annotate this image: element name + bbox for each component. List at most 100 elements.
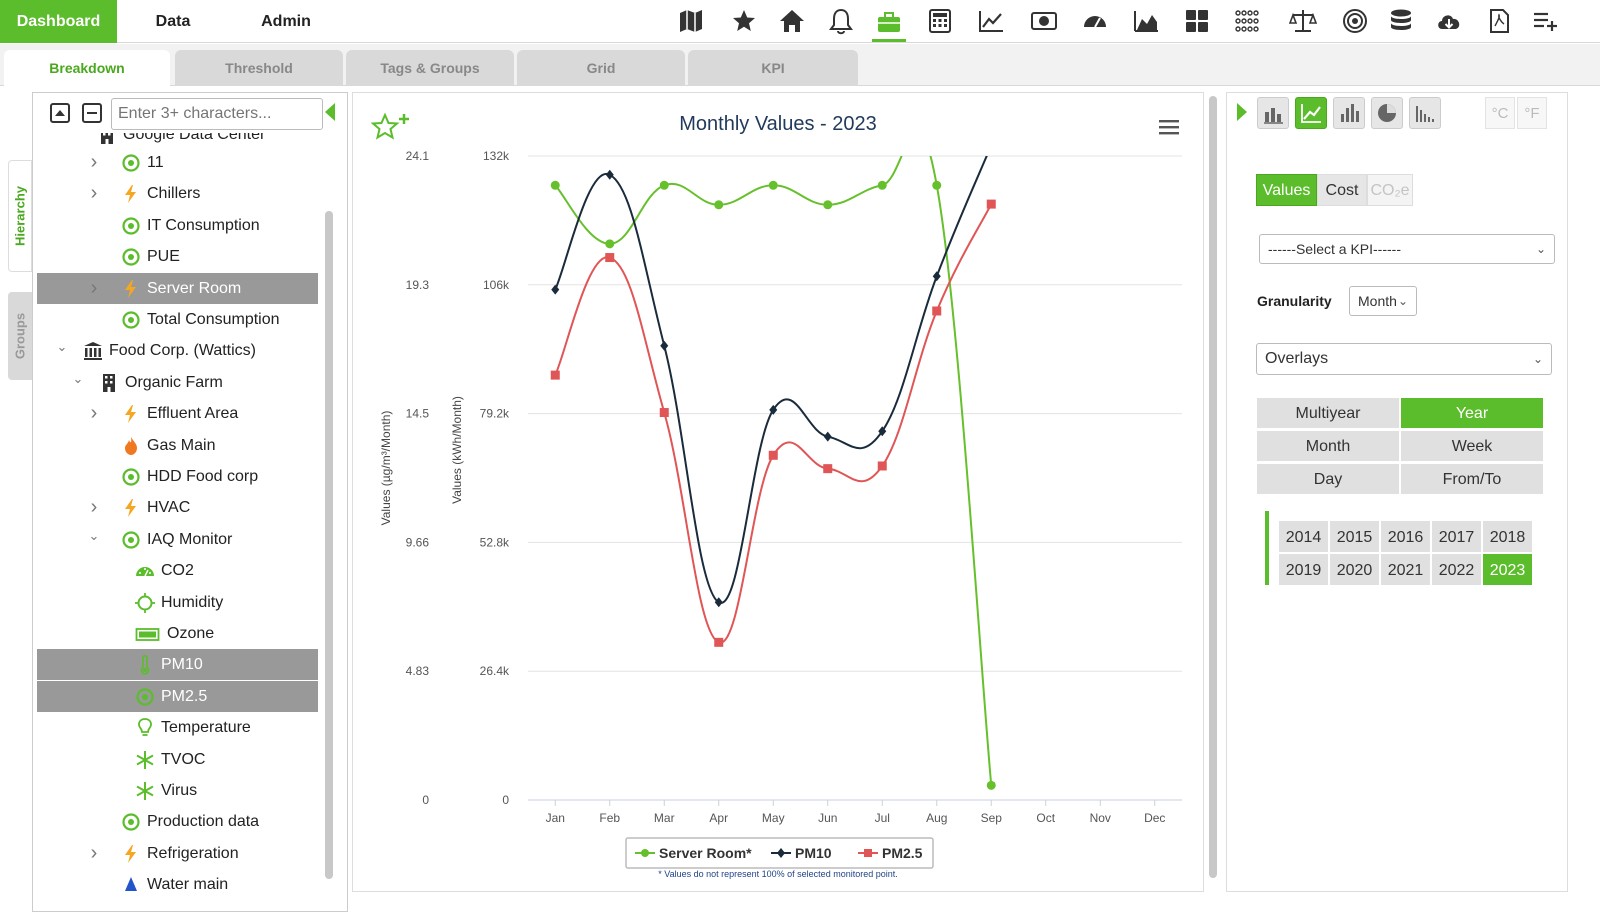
tree-item[interactable]: HDD Food corp	[37, 461, 318, 492]
gauge-icon[interactable]	[1078, 6, 1112, 36]
expand-all-icon[interactable]	[49, 102, 71, 124]
tree-item[interactable]: Virus	[37, 775, 318, 806]
tree-item[interactable]: Gas Main	[37, 430, 318, 461]
favorite-add-icon[interactable]	[371, 111, 415, 143]
year-2014-button[interactable]: 2014	[1278, 520, 1329, 553]
overlays-select[interactable]: Overlays ⌄	[1256, 343, 1552, 375]
target-icon[interactable]	[1338, 6, 1372, 36]
cloud-download-icon[interactable]	[1432, 6, 1466, 36]
chevron-right-icon[interactable]: ›	[90, 841, 98, 864]
year-2016-button[interactable]: 2016	[1380, 520, 1431, 553]
collapse-panel-icon[interactable]	[325, 103, 335, 121]
calculator-icon[interactable]	[923, 6, 957, 36]
dots-grid-icon[interactable]	[1230, 6, 1264, 36]
tab-breakdown[interactable]: Breakdown	[4, 50, 170, 86]
tree-item[interactable]: › Server Room	[37, 272, 318, 304]
tree-item[interactable]: IT Consumption	[37, 210, 318, 241]
tab-kpi[interactable]: KPI	[688, 50, 858, 86]
tree-item[interactable]: PM10	[37, 649, 318, 681]
tree-item[interactable]: ⌄ Organic Farm	[37, 367, 318, 398]
kpi-select[interactable]: ------Select a KPI------ ⌄	[1259, 234, 1555, 264]
year-2017-button[interactable]: 2017	[1431, 520, 1482, 553]
period-multiyear-button[interactable]: Multiyear	[1256, 397, 1400, 429]
list-add-icon[interactable]	[1528, 6, 1562, 36]
side-tab-groups[interactable]: Groups	[8, 292, 32, 380]
tree-scrollbar[interactable]	[325, 211, 333, 879]
chevron-right-icon[interactable]: ›	[90, 151, 98, 173]
tree-item[interactable]: PM2.5	[37, 680, 318, 712]
histogram-button[interactable]	[1409, 97, 1441, 129]
year-2018-button[interactable]: 2018	[1482, 520, 1533, 553]
granularity-select[interactable]: Month ⌄	[1349, 286, 1417, 316]
tab-grid[interactable]: Grid	[517, 50, 685, 86]
chevron-right-icon[interactable]: ›	[90, 496, 98, 519]
pie-chart-button[interactable]	[1371, 97, 1403, 129]
tab-tags-groups[interactable]: Tags & Groups	[346, 50, 514, 86]
chevron-right-icon[interactable]: ›	[90, 402, 98, 425]
briefcase-icon[interactable]	[872, 5, 906, 42]
grid-icon[interactable]	[1180, 6, 1214, 36]
cost-tab[interactable]: Cost	[1317, 174, 1367, 206]
chevron-down-icon[interactable]: ⌄	[56, 339, 68, 355]
star-icon[interactable]	[727, 6, 761, 36]
period-week-button[interactable]: Week	[1400, 430, 1544, 462]
year-2021-button[interactable]: 2021	[1380, 553, 1431, 586]
line-chart-icon[interactable]	[974, 6, 1008, 36]
tree-item-partial[interactable]: Google Data Center	[37, 133, 318, 150]
nav-tab-admin[interactable]: Admin	[261, 13, 311, 30]
pdf-icon[interactable]	[1482, 6, 1516, 36]
tree-item[interactable]: ⌄ Food Corp. (Wattics)	[37, 335, 318, 366]
values-tab[interactable]: Values	[1256, 174, 1317, 206]
tab-threshold[interactable]: Threshold	[175, 50, 343, 86]
scale-icon[interactable]	[1286, 6, 1320, 36]
tree-search-input[interactable]	[111, 98, 323, 130]
tree-item[interactable]: ⌄ IAQ Monitor	[37, 524, 318, 555]
tree-item[interactable]: TVOC	[37, 744, 318, 775]
period-month-button[interactable]: Month	[1256, 430, 1400, 462]
line-chart-button[interactable]	[1295, 97, 1327, 129]
expand-panel-icon[interactable]	[1237, 103, 1247, 121]
chevron-right-icon[interactable]: ›	[90, 276, 98, 299]
year-2015-button[interactable]: 2015	[1329, 520, 1380, 553]
nav-tab-data[interactable]: Data	[155, 13, 191, 30]
tree-item[interactable]: › Chillers	[37, 178, 318, 209]
tree-item[interactable]: PUE	[37, 241, 318, 272]
tree-item[interactable]: Ozone	[37, 618, 318, 649]
chart-scrollbar[interactable]	[1209, 96, 1217, 878]
year-2022-button[interactable]: 2022	[1431, 553, 1482, 586]
tree-item[interactable]: › Refrigeration	[37, 838, 318, 869]
column-chart-button[interactable]	[1333, 97, 1365, 129]
chart-menu-icon[interactable]	[1158, 118, 1180, 136]
side-tab-hierarchy[interactable]: Hierarchy	[8, 160, 32, 272]
tree-item[interactable]: Total Consumption	[37, 304, 318, 335]
money-icon[interactable]	[1027, 6, 1061, 36]
tree-item[interactable]: Production data	[37, 806, 318, 837]
period-from-to-button[interactable]: From/To	[1400, 463, 1544, 495]
tree-item[interactable]: › HVAC	[37, 492, 318, 523]
nav-tab-dashboard[interactable]: Dashboard	[0, 0, 117, 43]
year-2019-button[interactable]: 2019	[1278, 553, 1329, 586]
map-icon[interactable]	[674, 6, 708, 36]
period-day-button[interactable]: Day	[1256, 463, 1400, 495]
tree-item[interactable]: Water main	[37, 869, 318, 900]
tree-item[interactable]: › 11	[37, 147, 318, 178]
tree-item[interactable]: Humidity	[37, 587, 318, 618]
tree-item[interactable]: CO2	[37, 555, 318, 586]
area-chart-icon[interactable]	[1129, 6, 1163, 36]
chevron-down-icon[interactable]: ⌄	[88, 527, 100, 543]
fahrenheit-button[interactable]: °F	[1517, 97, 1547, 129]
tree-item[interactable]: › Effluent Area	[37, 398, 318, 429]
tree-item[interactable]: Temperature	[37, 712, 318, 743]
year-2023-button[interactable]: 2023	[1482, 553, 1533, 586]
collapse-all-icon[interactable]	[81, 102, 103, 124]
chevron-down-icon[interactable]: ⌄	[72, 370, 84, 386]
chevron-right-icon[interactable]: ›	[90, 182, 98, 205]
home-icon[interactable]	[775, 6, 809, 36]
bar-chart-button[interactable]	[1257, 97, 1289, 129]
period-year-button[interactable]: Year	[1400, 397, 1544, 429]
co2e-tab[interactable]: CO₂e	[1367, 174, 1413, 206]
year-2020-button[interactable]: 2020	[1329, 553, 1380, 586]
celsius-button[interactable]: °C	[1485, 97, 1515, 129]
bell-icon[interactable]	[824, 6, 858, 36]
database-icon[interactable]	[1384, 6, 1418, 36]
